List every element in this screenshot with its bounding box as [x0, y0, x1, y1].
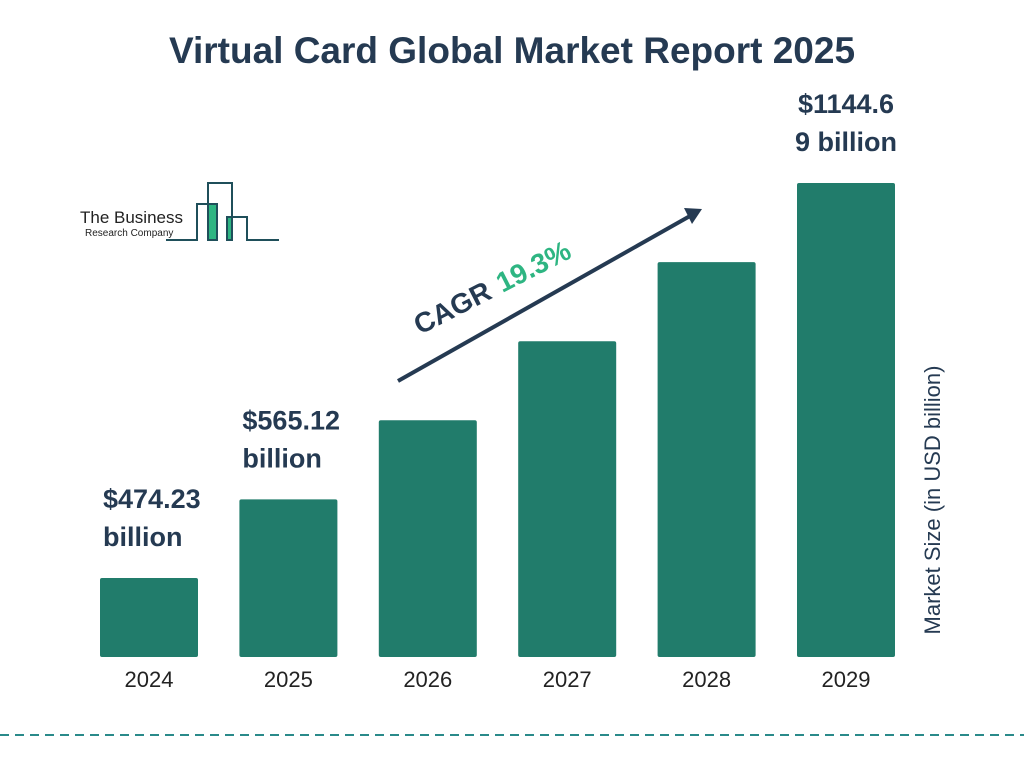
chart-title: Virtual Card Global Market Report 2025: [168, 30, 856, 71]
bar-2026: [378, 420, 477, 657]
x-tick-label: 2027: [543, 667, 592, 692]
bar-2024: [100, 578, 198, 657]
data-label: $1144.6: [798, 89, 894, 119]
data-label: $565.12: [242, 405, 340, 435]
data-label: billion: [242, 443, 321, 473]
logo: The Business Research Company: [80, 182, 279, 241]
logo-line1: The Business: [80, 208, 183, 227]
data-label: $474.23: [103, 484, 201, 514]
x-tick-label: 2028: [682, 667, 731, 692]
arrow-head-icon: [684, 208, 702, 224]
cagr-arrow-line: [397, 214, 691, 383]
x-tick-label: 2024: [125, 667, 174, 692]
x-tick-label: 2029: [822, 667, 871, 692]
logo-line2: Research Company: [85, 228, 173, 239]
bar-2029: [797, 183, 895, 657]
data-label: billion: [103, 522, 182, 552]
cagr-label: CAGR: [409, 275, 497, 340]
x-tick-label: 2026: [403, 667, 452, 692]
x-tick-label: 2025: [264, 667, 313, 692]
svg-text:CAGR19.3%: CAGR19.3%: [409, 235, 576, 341]
bar-2027: [518, 341, 617, 657]
bar-2025: [239, 499, 338, 657]
y-axis-title: Market Size (in USD billion): [920, 366, 945, 635]
data-label: 9 billion: [795, 127, 897, 157]
bar-2028: [657, 262, 756, 657]
